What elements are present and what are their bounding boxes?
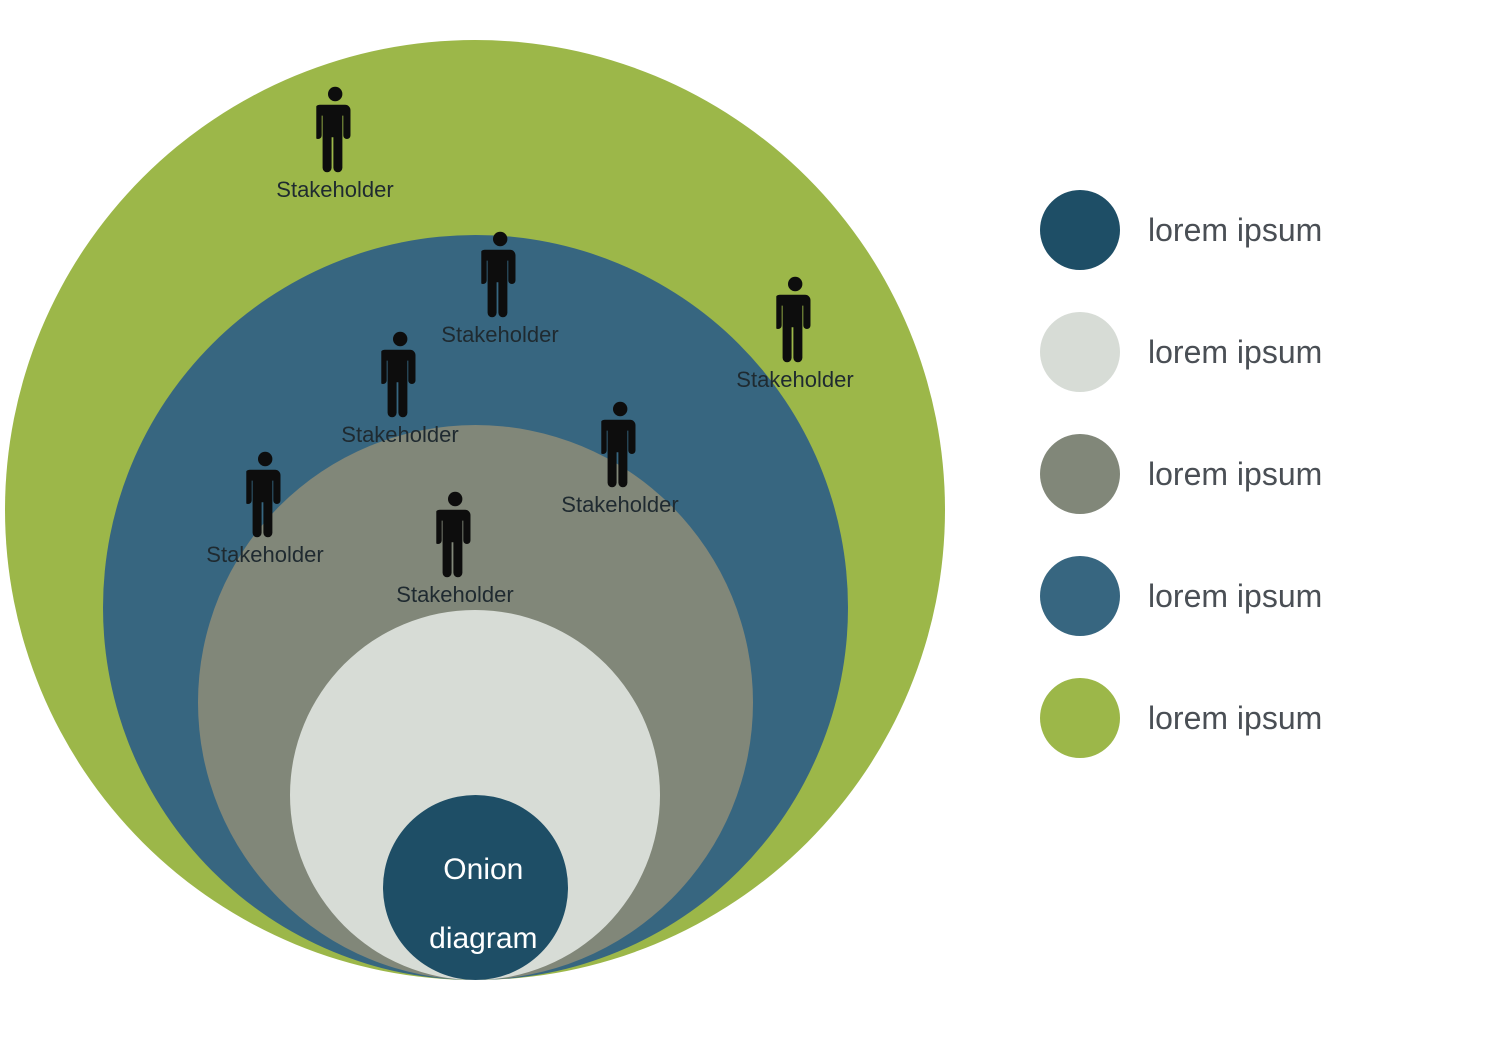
legend-item-3: lorem ipsum <box>1040 556 1322 636</box>
legend-item-2: lorem ipsum <box>1040 434 1322 514</box>
sh-ring4-top: Stakeholder <box>441 230 558 348</box>
stakeholder-label: Stakeholder <box>341 422 458 448</box>
legend-item-4: lorem ipsum <box>1040 678 1322 758</box>
onion-center-label: Onion diagram <box>412 819 537 957</box>
person-icon <box>776 275 814 365</box>
legend-swatch <box>1040 312 1120 392</box>
legend-label: lorem ipsum <box>1148 212 1322 249</box>
legend-label: lorem ipsum <box>1148 578 1322 615</box>
person-icon <box>246 450 284 540</box>
legend-label: lorem ipsum <box>1148 456 1322 493</box>
legend-item-0: lorem ipsum <box>1040 190 1322 270</box>
legend-swatch <box>1040 190 1120 270</box>
sh-outer-right: Stakeholder <box>736 275 853 393</box>
sh-ring3-upper: Stakeholder <box>341 330 458 448</box>
legend-label: lorem ipsum <box>1148 700 1322 737</box>
onion-center-line1: Onion <box>443 853 523 886</box>
onion-center-line2: diagram <box>429 922 537 955</box>
sh-outer-top-left: Stakeholder <box>276 85 393 203</box>
person-icon <box>381 330 419 420</box>
sh-ring3-left: Stakeholder <box>206 450 323 568</box>
legend-swatch <box>1040 556 1120 636</box>
legend-item-1: lorem ipsum <box>1040 312 1322 392</box>
person-icon <box>436 490 474 580</box>
stakeholder-label: Stakeholder <box>276 177 393 203</box>
legend: lorem ipsum lorem ipsum lorem ipsum lorem i… <box>1040 190 1322 800</box>
stakeholder-label: Stakeholder <box>206 542 323 568</box>
sh-ring3-right: Stakeholder <box>561 400 678 518</box>
person-icon <box>601 400 639 490</box>
stakeholder-label: Stakeholder <box>561 492 678 518</box>
sh-ring2-center: Stakeholder <box>396 490 513 608</box>
legend-swatch <box>1040 434 1120 514</box>
stakeholder-label: Stakeholder <box>441 322 558 348</box>
legend-label: lorem ipsum <box>1148 334 1322 371</box>
legend-swatch <box>1040 678 1120 758</box>
person-icon <box>481 230 519 320</box>
person-icon <box>316 85 354 175</box>
stakeholder-label: Stakeholder <box>736 367 853 393</box>
stakeholder-label: Stakeholder <box>396 582 513 608</box>
